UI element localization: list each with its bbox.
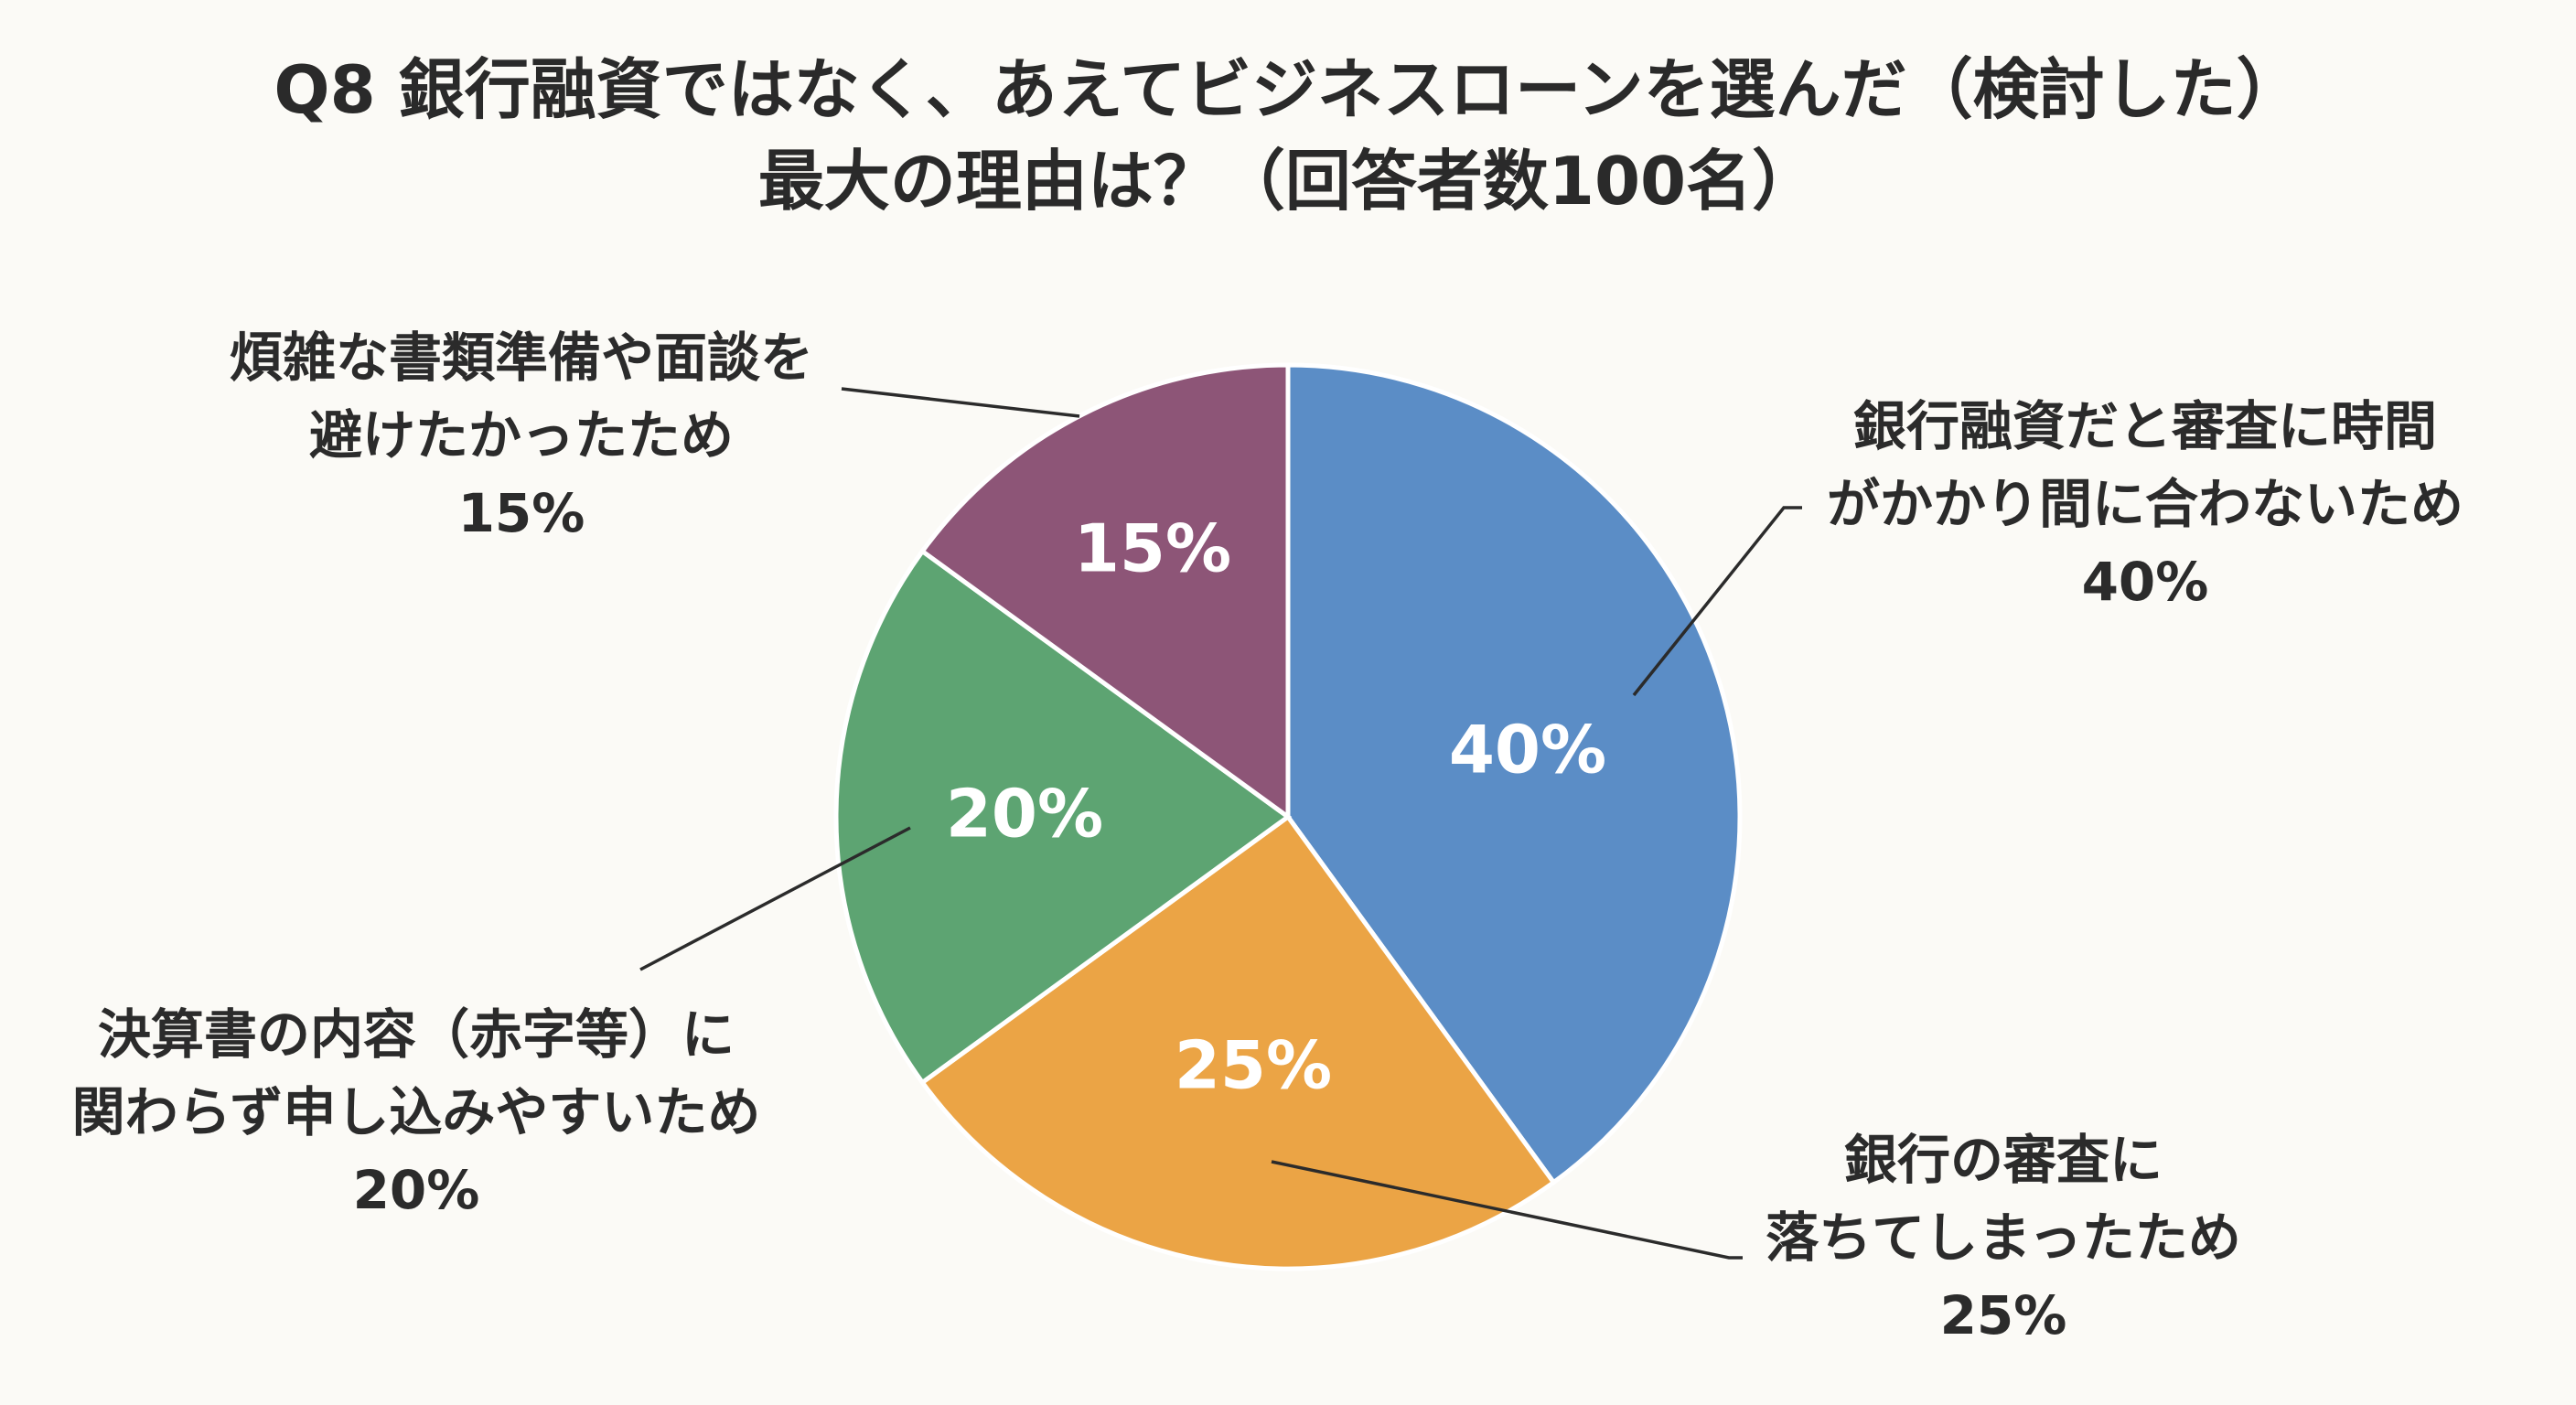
leader-line-rejected bbox=[1271, 1160, 1743, 1260]
leader-line-time bbox=[1632, 506, 1802, 697]
callout-time-line-3: 40% bbox=[2082, 551, 2209, 613]
callout-financials-line-1: 決算書の内容（赤字等）に bbox=[98, 1003, 735, 1066]
slice-percent-labels: 40% 25% 20% 15% bbox=[946, 510, 1606, 1104]
leader-line-financials bbox=[639, 826, 911, 971]
callout-time-line-1: 銀行融資だと審査に時間 bbox=[1853, 395, 2437, 457]
slice-percent-financials: 20% bbox=[946, 776, 1103, 853]
callout-rejected-line-1: 銀行の審査に bbox=[1844, 1129, 2163, 1191]
slice-percent-rejected: 25% bbox=[1175, 1027, 1332, 1104]
callout-paperwork-line-3: 15% bbox=[458, 482, 585, 544]
slice-percent-paperwork: 15% bbox=[1074, 510, 1231, 587]
callout-paperwork-line-1: 煩雑な書類準備や面談を bbox=[230, 327, 813, 389]
callout-financials-line-3: 20% bbox=[353, 1159, 480, 1221]
pie-slice-financials bbox=[833, 548, 1293, 1086]
pie-slices bbox=[833, 362, 1743, 1271]
leader-line-paperwork bbox=[841, 387, 1080, 418]
callout-rejected-line-2: 落ちてしまったため bbox=[1766, 1207, 2241, 1269]
chart-title-line-1: Q8 銀行融資ではなく、あえてビジネスローンを選んだ（検討した） bbox=[274, 51, 2302, 128]
pie-slice-paperwork bbox=[918, 362, 1291, 821]
callout-financials-line-2: 関わらず申し込みやすいため bbox=[72, 1081, 761, 1143]
pie-slice-rejected bbox=[918, 813, 1557, 1271]
callout-paperwork-line-2: 避けたかったため bbox=[309, 404, 734, 467]
callout-rejected-line-3: 25% bbox=[1940, 1284, 2067, 1346]
leader-lines bbox=[639, 387, 1802, 1260]
slice-percent-time: 40% bbox=[1449, 712, 1606, 788]
callout-time-line-2: がかかり間に合わないため bbox=[1827, 473, 2463, 535]
pie-slice-time bbox=[1285, 362, 1743, 1186]
chart-title-line-2: 最大の理由は？（回答者数100名） bbox=[757, 143, 1819, 220]
